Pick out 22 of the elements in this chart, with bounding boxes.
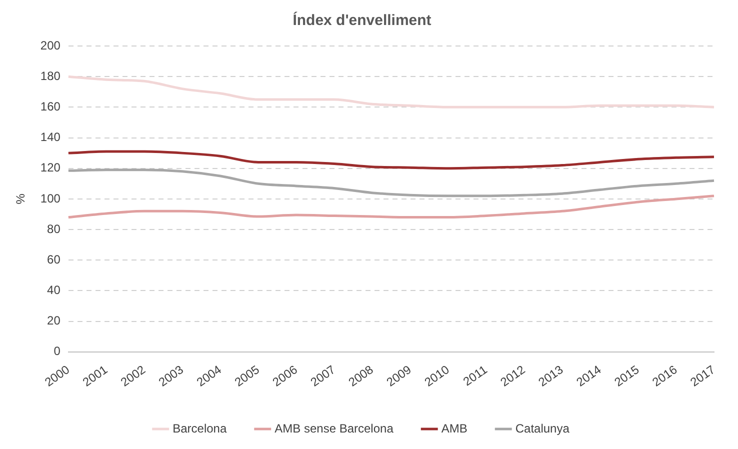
line-series: [67, 150, 716, 170]
y-tick-label: 100: [40, 191, 61, 206]
y-tick-label: 40: [47, 283, 61, 298]
line-series: [67, 75, 716, 108]
chart-title: Índex d'envelliment: [292, 11, 432, 30]
y-tick-label: 20: [47, 314, 61, 328]
legend-label: AMB sense Barcelona: [274, 421, 394, 436]
y-tick-label: 60: [47, 252, 61, 266]
y-tick-label: 200: [40, 38, 61, 52]
y-tick-label: 180: [40, 68, 61, 83]
legend-label: Catalunya: [515, 421, 570, 436]
y-tick-label: 80: [47, 222, 61, 236]
legend-label: Barcelona: [172, 421, 227, 436]
y-tick-label: 160: [40, 99, 61, 114]
line-series: [67, 194, 716, 219]
y-tick-label: 0: [54, 344, 61, 358]
y-tick-label: 140: [40, 130, 61, 144]
y-tick-label: 120: [40, 160, 61, 175]
x-tick-label: 2011: [460, 362, 490, 389]
legend-label: AMB: [441, 421, 468, 436]
y-axis-title: %: [14, 193, 28, 204]
line-series: [67, 168, 716, 198]
